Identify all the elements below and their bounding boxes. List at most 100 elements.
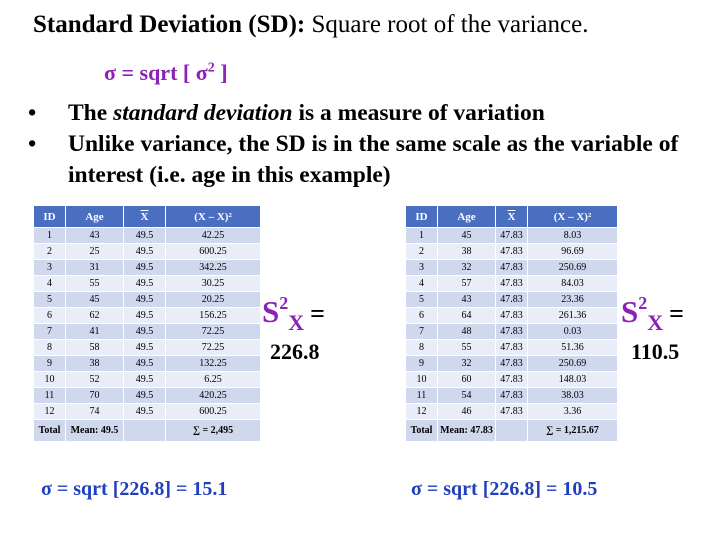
table-cell: 38 bbox=[65, 355, 124, 372]
table-cell: 0.03 bbox=[527, 323, 618, 340]
sd-result-left: σ = sqrt [226.8] = 15.1 bbox=[41, 478, 228, 500]
total-cell: Mean: 49.5 bbox=[65, 419, 124, 442]
table-cell: 47.83 bbox=[495, 371, 528, 388]
table-row: 10 52 49.5 6.25 bbox=[33, 371, 261, 388]
table-cell: 600.25 bbox=[165, 243, 261, 260]
table-cell: 38 bbox=[437, 243, 496, 260]
table-cell: 49.5 bbox=[123, 275, 166, 292]
variance-symbol: S bbox=[262, 294, 280, 329]
header-sq-dev: (X – X)² bbox=[165, 205, 261, 228]
table-cell: 51.36 bbox=[527, 339, 618, 356]
table-cell: 250.69 bbox=[527, 355, 618, 372]
table-row: 7 48 47.83 0.03 bbox=[405, 323, 618, 340]
table-cell: 32 bbox=[437, 355, 496, 372]
variance-value-right: 110.5 bbox=[631, 339, 680, 364]
table-cell: 49.5 bbox=[123, 243, 166, 260]
table-cell: 8 bbox=[33, 339, 66, 356]
total-cell bbox=[495, 419, 528, 442]
title-rest: Square root of the variance. bbox=[305, 11, 589, 38]
variance-exp: 2 bbox=[638, 292, 648, 313]
table-row: 12 74 49.5 600.25 bbox=[33, 403, 261, 420]
table-cell: 49.5 bbox=[123, 291, 166, 308]
table-row: 5 45 49.5 20.25 bbox=[33, 291, 261, 308]
table-row: 7 41 49.5 72.25 bbox=[33, 323, 261, 340]
table-row: 4 55 49.5 30.25 bbox=[33, 275, 261, 292]
table-cell: 3.36 bbox=[527, 403, 618, 420]
table-cell: 62 bbox=[65, 307, 124, 324]
table-cell: 70 bbox=[65, 387, 124, 404]
table-cell: 4 bbox=[33, 275, 66, 292]
table-cell: 20.25 bbox=[165, 291, 261, 308]
table-row: 1 45 47.83 8.03 bbox=[405, 227, 618, 244]
data-table-left: ID Age X (X – X)² 1 43 49.5 42.25 2 25 49.5 600.25… bbox=[33, 205, 261, 442]
table-cell: 54 bbox=[437, 387, 496, 404]
total-cell: Total bbox=[405, 419, 438, 442]
table-cell: 5 bbox=[405, 291, 438, 308]
data-table-right: ID Age X (X – X)² 1 45 47.83 8.03 2 38 47.83 96.69… bbox=[405, 205, 618, 442]
table-row: 11 70 49.5 420.25 bbox=[33, 387, 261, 404]
table-cell: 32 bbox=[437, 259, 496, 276]
table-cell: 43 bbox=[437, 291, 496, 308]
table-cell: 84.03 bbox=[527, 275, 618, 292]
table-cell: 23.36 bbox=[527, 291, 618, 308]
table-cell: 9 bbox=[33, 355, 66, 372]
bullet-text-pre: The bbox=[68, 100, 114, 126]
table-cell: 5 bbox=[33, 291, 66, 308]
table-cell: 11 bbox=[405, 387, 438, 404]
table-row: 3 32 47.83 250.69 bbox=[405, 259, 618, 276]
table-cell: 47.83 bbox=[495, 275, 528, 292]
header-id: ID bbox=[405, 205, 438, 228]
table-cell: 156.25 bbox=[165, 307, 261, 324]
table-row: 8 58 49.5 72.25 bbox=[33, 339, 261, 356]
table-row: 6 62 49.5 156.25 bbox=[33, 307, 261, 324]
table-row: 4 57 47.83 84.03 bbox=[405, 275, 618, 292]
table-cell: 6.25 bbox=[165, 371, 261, 388]
table-cell: 64 bbox=[437, 307, 496, 324]
bullet-item: • Unlike variance, the SD is in the same … bbox=[22, 129, 688, 191]
total-cell: ∑ = 2,495 bbox=[165, 419, 261, 442]
title-bold: Standard Deviation (SD): bbox=[33, 11, 306, 38]
table-cell: 3 bbox=[33, 259, 66, 276]
table-cell: 12 bbox=[405, 403, 438, 420]
table-cell: 72.25 bbox=[165, 323, 261, 340]
table-row: 2 25 49.5 600.25 bbox=[33, 243, 261, 260]
table-cell: 45 bbox=[65, 291, 124, 308]
table-cell: 43 bbox=[65, 227, 124, 244]
table-cell: 49.5 bbox=[123, 227, 166, 244]
sd-formula: σ = sqrt [ σ2 ] bbox=[104, 60, 228, 86]
table-cell: 55 bbox=[437, 339, 496, 356]
table-cell: 96.69 bbox=[527, 243, 618, 260]
table-cell: 8 bbox=[405, 339, 438, 356]
table-cell: 420.25 bbox=[165, 387, 261, 404]
table-cell: 52 bbox=[65, 371, 124, 388]
table-cell: 261.36 bbox=[527, 307, 618, 324]
table-row: 3 31 49.5 342.25 bbox=[33, 259, 261, 276]
bullet-text-em: standard deviation bbox=[113, 100, 293, 126]
table-cell: 31 bbox=[65, 259, 124, 276]
total-cell: Total bbox=[33, 419, 66, 442]
table-cell: 47.83 bbox=[495, 307, 528, 324]
table-cell: 600.25 bbox=[165, 403, 261, 420]
table-row: 9 38 49.5 132.25 bbox=[33, 355, 261, 372]
table-cell: 9 bbox=[405, 355, 438, 372]
formula-rhs: ] bbox=[214, 60, 228, 85]
table-cell: 1 bbox=[405, 227, 438, 244]
table-row: 9 32 47.83 250.69 bbox=[405, 355, 618, 372]
variance-label-right: S2X = bbox=[621, 292, 684, 335]
table-cell: 49.5 bbox=[123, 339, 166, 356]
table-header-row: ID Age X (X – X)² bbox=[405, 205, 618, 228]
table-cell: 132.25 bbox=[165, 355, 261, 372]
table-cell: 1 bbox=[33, 227, 66, 244]
table-row: 5 43 47.83 23.36 bbox=[405, 291, 618, 308]
table-cell: 11 bbox=[33, 387, 66, 404]
table-cell: 48 bbox=[437, 323, 496, 340]
table-cell: 47.83 bbox=[495, 339, 528, 356]
formula-lhs: σ = sqrt [ σ bbox=[104, 60, 208, 85]
table-cell: 47.83 bbox=[495, 291, 528, 308]
table-cell: 57 bbox=[437, 275, 496, 292]
header-sq-dev: (X – X)² bbox=[527, 205, 618, 228]
table-row: 6 64 47.83 261.36 bbox=[405, 307, 618, 324]
total-cell: Mean: 47.83 bbox=[437, 419, 496, 442]
table-cell: 25 bbox=[65, 243, 124, 260]
table-cell: 72.25 bbox=[165, 339, 261, 356]
